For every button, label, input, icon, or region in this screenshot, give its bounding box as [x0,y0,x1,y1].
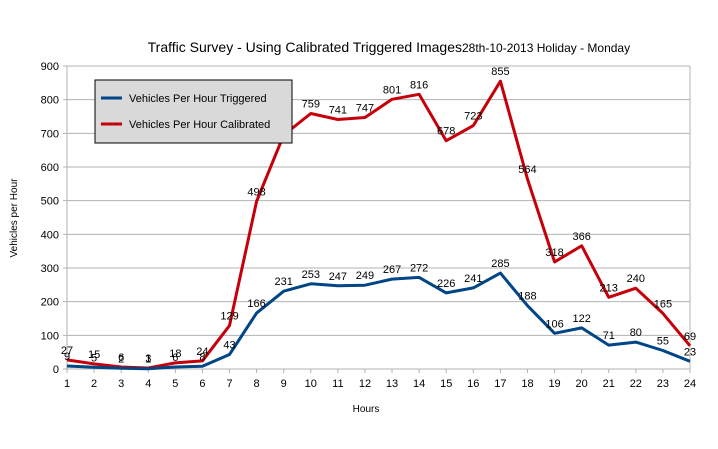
chart-title: Traffic Survey - Using Calibrated Trigge… [148,39,462,55]
data-label: 213 [600,282,618,294]
y-tick-label: 400 [41,229,59,241]
data-label: 166 [247,298,265,310]
y-tick-label: 200 [41,297,59,309]
data-label: 129 [220,311,238,323]
x-tick-label: 3 [118,378,124,390]
axes [63,65,691,373]
x-tick-label: 20 [576,378,588,390]
x-tick-label: 8 [254,378,260,390]
legend: Vehicles Per Hour Triggered Vehicles Per … [94,79,293,144]
data-label: 678 [437,126,455,138]
data-label: 27 [61,345,73,357]
data-label: 5 [91,352,97,364]
x-tick-label: 18 [521,378,533,390]
data-label: 6 [172,352,178,364]
x-tick-label: 5 [172,378,178,390]
legend-box [94,79,293,144]
data-label: 15 [88,349,100,361]
data-label: 55 [657,335,669,347]
x-tick-label: 6 [199,378,205,390]
data-label: 741 [329,105,347,117]
data-label: 759 [302,98,320,110]
data-label: 43 [223,340,235,352]
legend-label: Vehicles Per Hour Calibrated [129,119,270,131]
data-label: 247 [329,271,347,283]
y-tick-label: 900 [41,61,59,73]
gridlines [67,65,690,370]
chart-subtitle: 28th-10-2013 Holiday - Monday [462,41,630,55]
x-tick-label: 12 [359,378,371,390]
y-tick-label: 0 [53,364,59,376]
x-tick-label: 23 [657,378,669,390]
data-label: 165 [654,298,672,310]
y-tick-label: 300 [41,263,59,275]
y-tick-label: 800 [41,95,59,107]
data-label: 249 [356,270,374,282]
data-label: 723 [464,111,482,123]
data-label: 3 [145,353,151,365]
x-axis-label: Hours [353,404,380,415]
x-tick-label: 10 [305,378,317,390]
x-tick-label: 24 [684,378,696,390]
y-tick-label: 600 [41,162,59,174]
data-label: 6 [118,352,124,364]
x-tick-label: 21 [603,378,615,390]
data-label: 71 [603,330,615,342]
data-label: 272 [410,262,428,274]
data-label: 285 [491,258,509,270]
data-label: 366 [572,231,590,243]
series-line-triggered [66,271,691,371]
data-label: 8 [199,351,205,363]
data-label: 2 [118,353,124,365]
data-label: 267 [383,264,401,276]
x-tick-label: 14 [413,378,425,390]
data-label: 122 [572,313,590,325]
data-label: 18 [169,348,181,360]
data-label: 241 [464,273,482,285]
x-tick-label: 4 [145,378,151,390]
y-tick-label: 700 [41,128,59,140]
data-label: 253 [302,269,320,281]
data-labels: 9 5 2 1 6 8 43 166 231 253 247 249 267 272 226 241 285 18… [61,66,696,366]
x-tick-labels: 1 2 3 4 5 6 7 8 9 10 11 12 13 14 15 16 17 18 19 20 21 22 23 24 [64,378,696,390]
data-label: 24 [196,346,208,358]
data-label: 855 [491,66,509,78]
y-tick-label: 100 [41,330,59,342]
data-label: 226 [437,278,455,290]
y-tick-label: 500 [41,196,59,208]
x-tick-label: 13 [386,378,398,390]
legend-label: Vehicles Per Hour Triggered [129,93,267,105]
series-lines [66,79,692,371]
x-tick-label: 11 [332,378,343,390]
data-label: 564 [518,164,536,176]
data-label: 106 [545,318,563,330]
data-label: 318 [545,247,563,259]
x-tick-label: 1 [64,378,70,390]
data-label: 747 [356,103,374,115]
data-label: 23 [684,346,696,358]
data-label: 69 [684,331,696,343]
data-label: 498 [247,186,265,198]
x-tick-label: 17 [494,378,506,390]
x-tick-label: 2 [91,378,97,390]
data-label: 9 [64,351,70,363]
x-tick-label: 7 [226,378,232,390]
series-line-calibrated [66,79,692,370]
data-label: 240 [627,273,645,285]
y-axis-label: Vehicles per Hour [9,178,20,258]
data-label: 801 [383,84,401,96]
x-tick-label: 15 [440,378,452,390]
x-tick-label: 16 [467,378,479,390]
x-tick-label: 19 [548,378,560,390]
x-tick-label: 9 [281,378,287,390]
data-label: 80 [630,327,642,339]
data-label: 188 [518,291,536,303]
data-label: 1 [145,354,151,366]
data-label: 816 [410,79,428,91]
y-tick-labels: 0 100 200 300 400 500 600 700 800 900 [41,61,59,376]
data-label: 231 [275,276,293,288]
x-tick-label: 22 [630,378,642,390]
